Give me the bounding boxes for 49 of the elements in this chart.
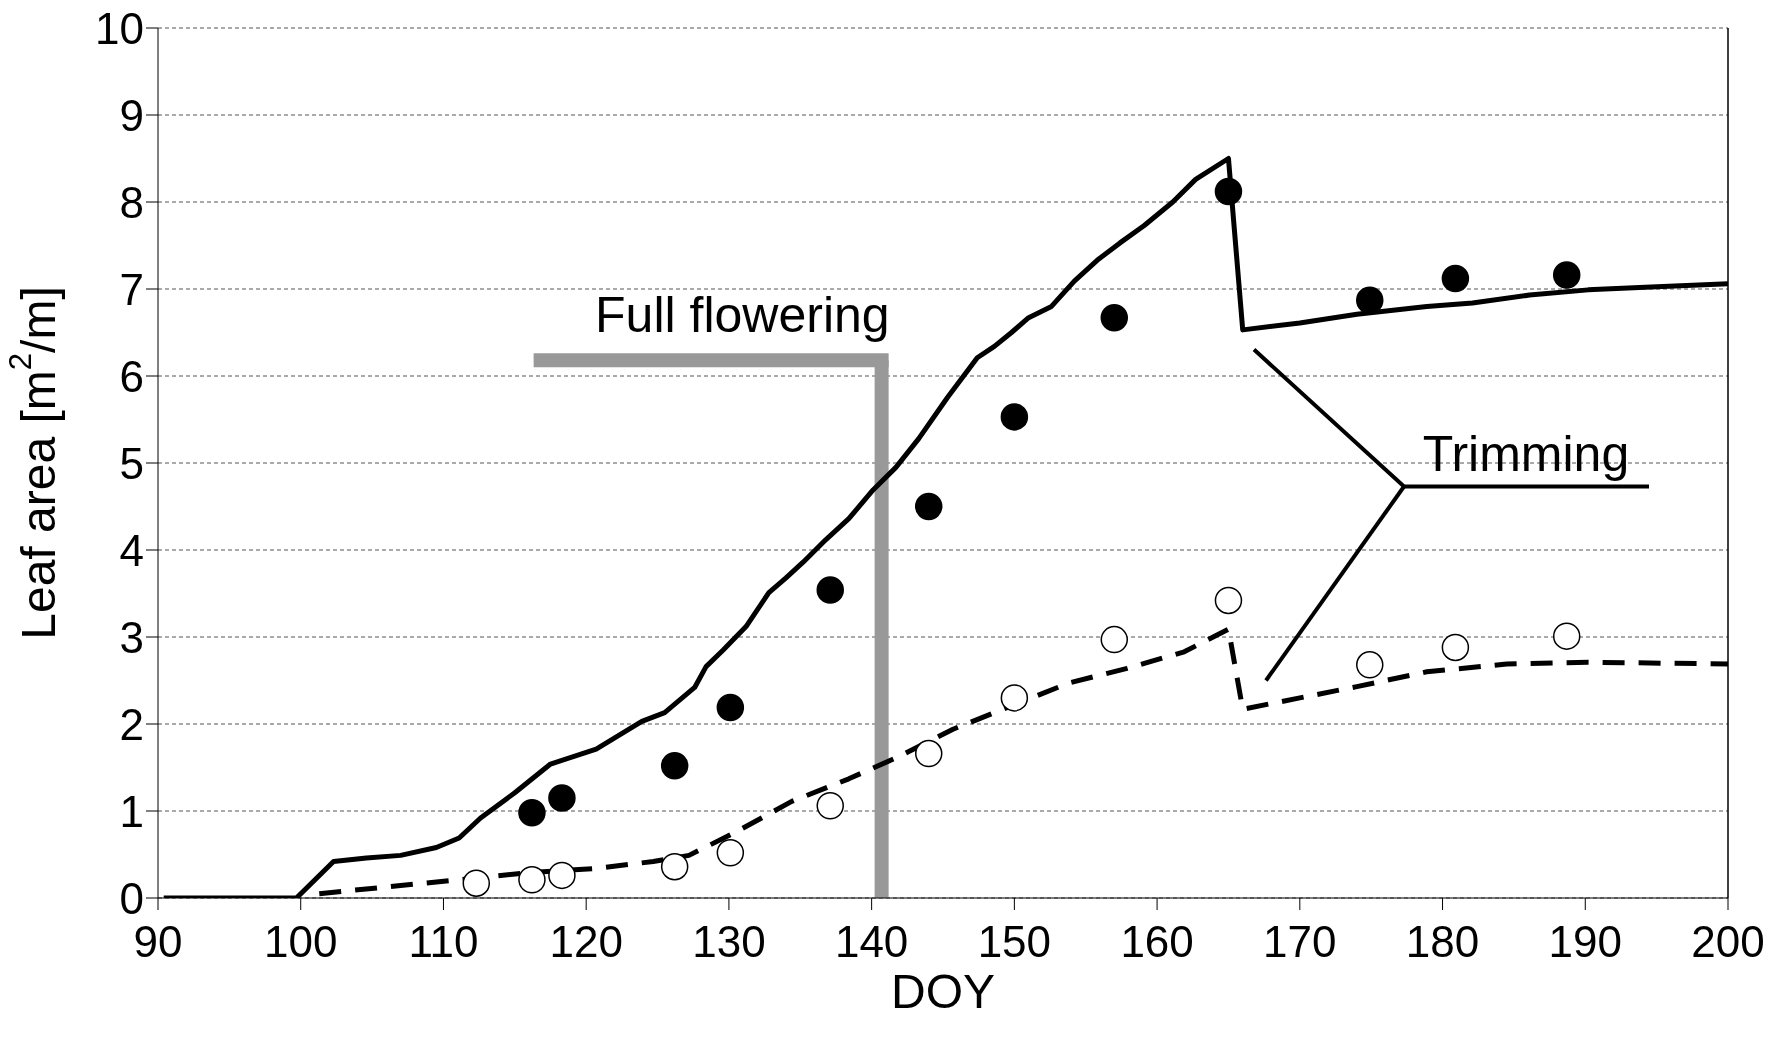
x-tick-label: 200 [1691,917,1765,967]
point [1100,303,1129,332]
x-tick-label: 140 [834,917,909,967]
x-tick-label: 190 [1548,917,1622,967]
point [1214,586,1243,615]
point [816,792,844,820]
point [1356,651,1384,679]
y-tick-label: 7 [119,264,144,314]
point [716,693,745,722]
point [716,839,745,867]
y-tick-label: 8 [119,177,144,227]
point [548,861,576,890]
point [1552,622,1581,650]
point [1356,286,1384,315]
y-tick-label: 6 [119,351,144,401]
point [1441,633,1470,662]
point [660,852,689,881]
point [1100,625,1129,654]
point [914,739,943,768]
y-tick-label: 9 [119,90,144,140]
point [1214,177,1243,206]
point [660,752,689,780]
x-tick-label: 170 [1263,917,1337,967]
y-tick-label: 1 [119,786,144,836]
point [1000,403,1029,431]
point [518,798,546,827]
x-tick-label: 180 [1405,917,1480,967]
y-tick-label: 5 [119,438,144,488]
annotation: Trimming [1422,425,1630,482]
y-tick-label: 4 [119,525,144,575]
y-tick-label: 2 [119,699,144,749]
point [914,492,943,521]
y-tick-label: 3 [119,612,144,662]
x-axis-title: DOY [890,965,996,1018]
point [816,576,844,604]
x-tick-label: 120 [549,917,623,967]
point [1000,684,1029,712]
x-tick-label: 100 [264,917,338,967]
point [518,865,546,894]
x-tick-label: 130 [692,917,766,967]
point [1441,264,1470,293]
x-tick-label: 110 [408,917,479,967]
point [548,784,576,812]
point [462,869,491,897]
y-tick-label: 10 [95,3,144,53]
point [1552,261,1581,289]
ref-line-label: Full flowering [595,287,890,344]
x-tick-label: 150 [977,917,1052,967]
x-tick-label: 160 [1120,917,1194,967]
